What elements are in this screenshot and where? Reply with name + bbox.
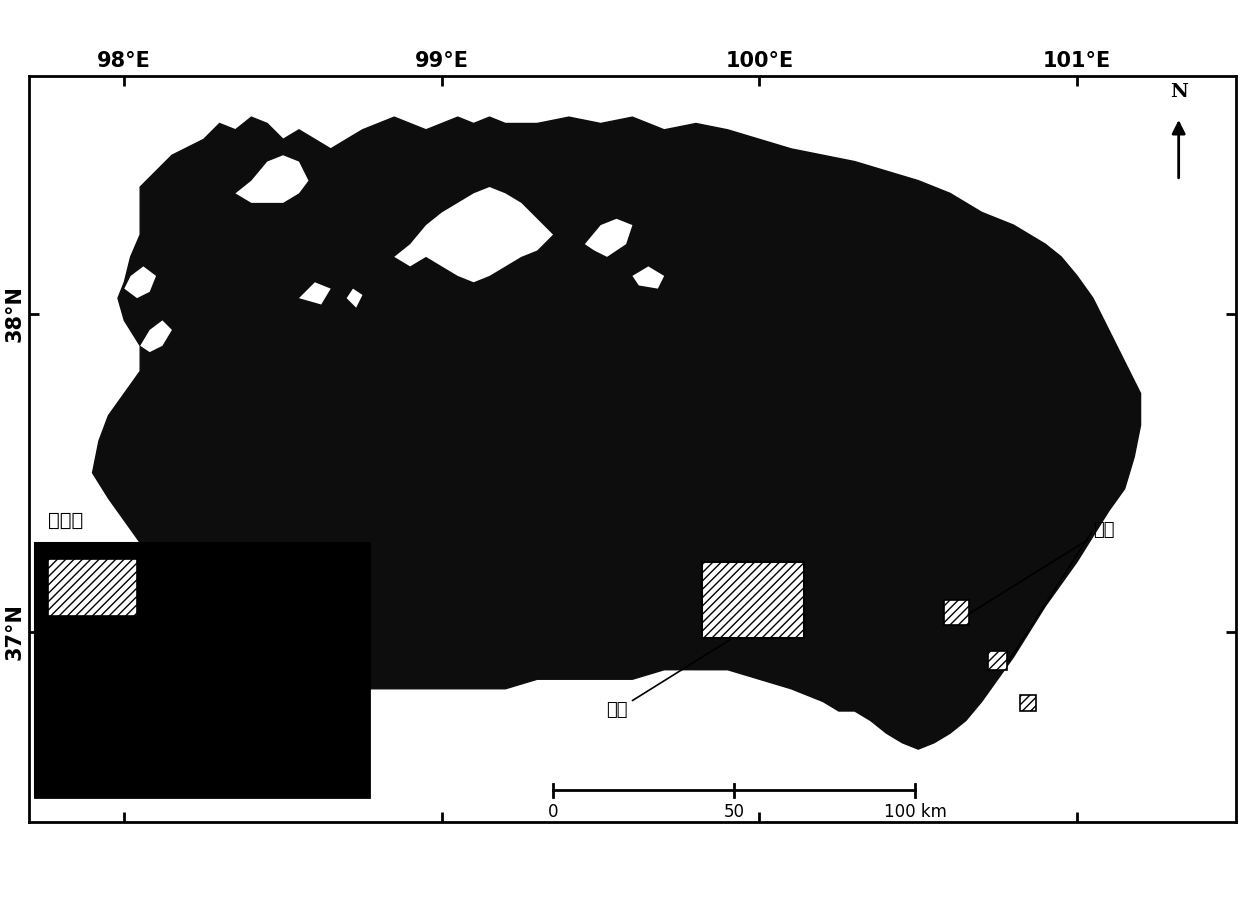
Text: 0: 0	[548, 803, 558, 821]
Polygon shape	[299, 282, 331, 304]
Bar	[944, 600, 970, 625]
Polygon shape	[632, 267, 665, 288]
Bar	[48, 559, 136, 616]
Text: 50: 50	[724, 803, 744, 821]
Text: 水体: 水体	[606, 639, 730, 719]
Polygon shape	[236, 155, 309, 203]
Bar	[988, 651, 1007, 670]
Polygon shape	[140, 321, 172, 352]
Text: 沙漠: 沙漠	[968, 521, 1115, 614]
Polygon shape	[347, 288, 362, 308]
Text: 100 km: 100 km	[884, 803, 946, 821]
Polygon shape	[585, 219, 632, 257]
Bar	[1019, 695, 1035, 711]
Polygon shape	[124, 267, 156, 298]
Polygon shape	[93, 117, 1141, 749]
Bar	[702, 562, 804, 638]
Text: N: N	[1169, 84, 1188, 101]
Bar	[36, 542, 368, 797]
Bar	[36, 542, 368, 797]
Polygon shape	[394, 187, 553, 282]
Text: 采样区: 采样区	[48, 511, 83, 530]
